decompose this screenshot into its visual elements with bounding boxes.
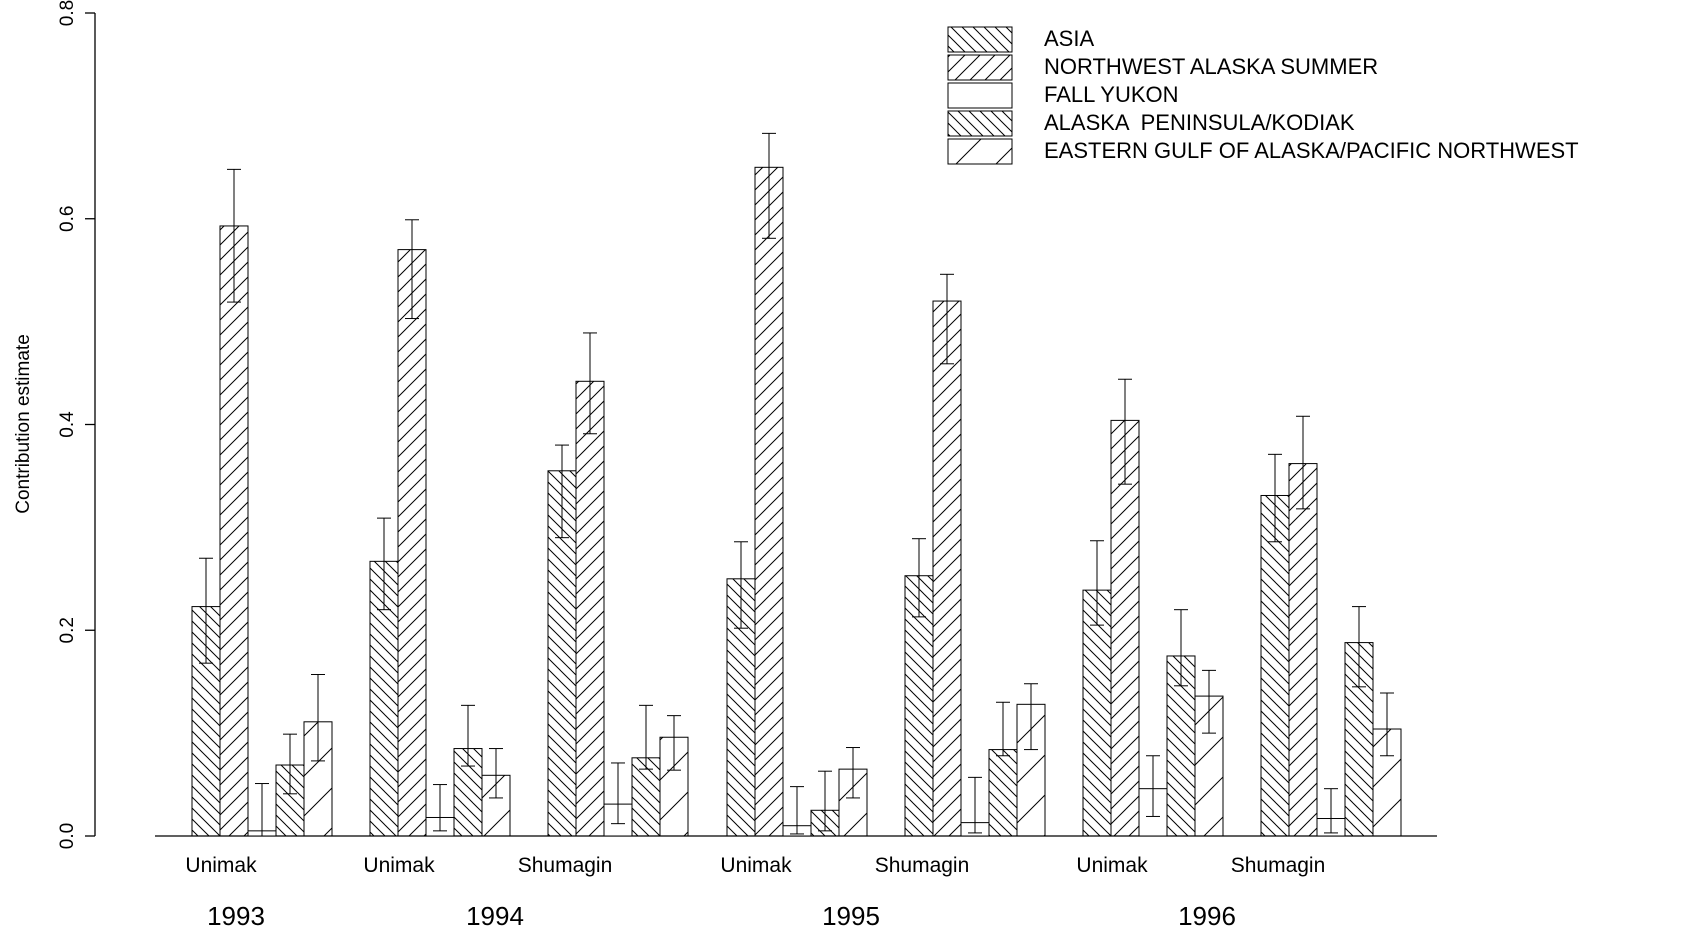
bar <box>1288 463 1318 837</box>
bar <box>631 757 661 837</box>
bar <box>904 575 934 837</box>
bar <box>754 166 784 837</box>
year-label: 1993 <box>207 901 265 927</box>
legend-swatch <box>947 82 1013 109</box>
group-label: Shumagin <box>875 854 970 877</box>
bar <box>481 774 511 837</box>
legend-swatch <box>947 138 1013 165</box>
bar <box>219 225 249 837</box>
legend-label: NORTHWEST ALASKA SUMMER <box>1044 54 1378 79</box>
year-label: 1996 <box>1178 901 1236 927</box>
y-tick-label: 0.2 <box>57 617 78 643</box>
y-ticks: 0.0 0.2 0.4 0.6 0.8 <box>57 0 95 849</box>
legend-swatch <box>947 26 1013 53</box>
group-labels: Unimak Unimak Shumagin Unimak Shumagin Unimak… <box>185 854 1325 877</box>
legend-swatch <box>947 54 1013 81</box>
year-label: 1994 <box>466 901 524 927</box>
error-bars <box>199 132 1394 837</box>
legend-swatch <box>947 110 1013 137</box>
legend-label: FALL YUKON <box>1044 82 1179 107</box>
y-axis-label: Contribution estimate <box>13 334 34 514</box>
bar <box>397 249 427 837</box>
year-labels: 1993 1994 1995 1996 <box>207 901 1236 927</box>
group-label: Shumagin <box>1231 854 1326 877</box>
bar <box>988 749 1018 837</box>
y-tick-label: 0.4 <box>57 411 78 438</box>
year-label: 1995 <box>822 901 880 927</box>
legend-label: ASIA <box>1044 26 1094 51</box>
y-tick-label: 0.6 <box>57 206 78 232</box>
group-label: Unimak <box>363 854 435 877</box>
bar <box>932 300 962 837</box>
y-tick-label: 0.0 <box>57 823 78 849</box>
bar <box>1082 589 1112 837</box>
legend-label: EASTERN GULF OF ALASKA/PACIFIC NORTHWEST <box>1044 138 1579 163</box>
y-tick-label: 0.8 <box>57 0 78 26</box>
legend-label: ALASKA PENINSULA/KODIAK <box>1044 110 1355 135</box>
group-label: Shumagin <box>518 854 613 877</box>
group-label: Unimak <box>1076 854 1148 877</box>
bar <box>1110 419 1140 837</box>
bar <box>575 380 605 837</box>
group-label: Unimak <box>185 854 257 877</box>
bar-groups <box>191 166 1402 837</box>
bar <box>1260 494 1290 837</box>
legend: ASIA NORTHWEST ALASKA SUMMER FALL YUKON ALA… <box>947 26 1579 165</box>
group-label: Unimak <box>720 854 792 877</box>
